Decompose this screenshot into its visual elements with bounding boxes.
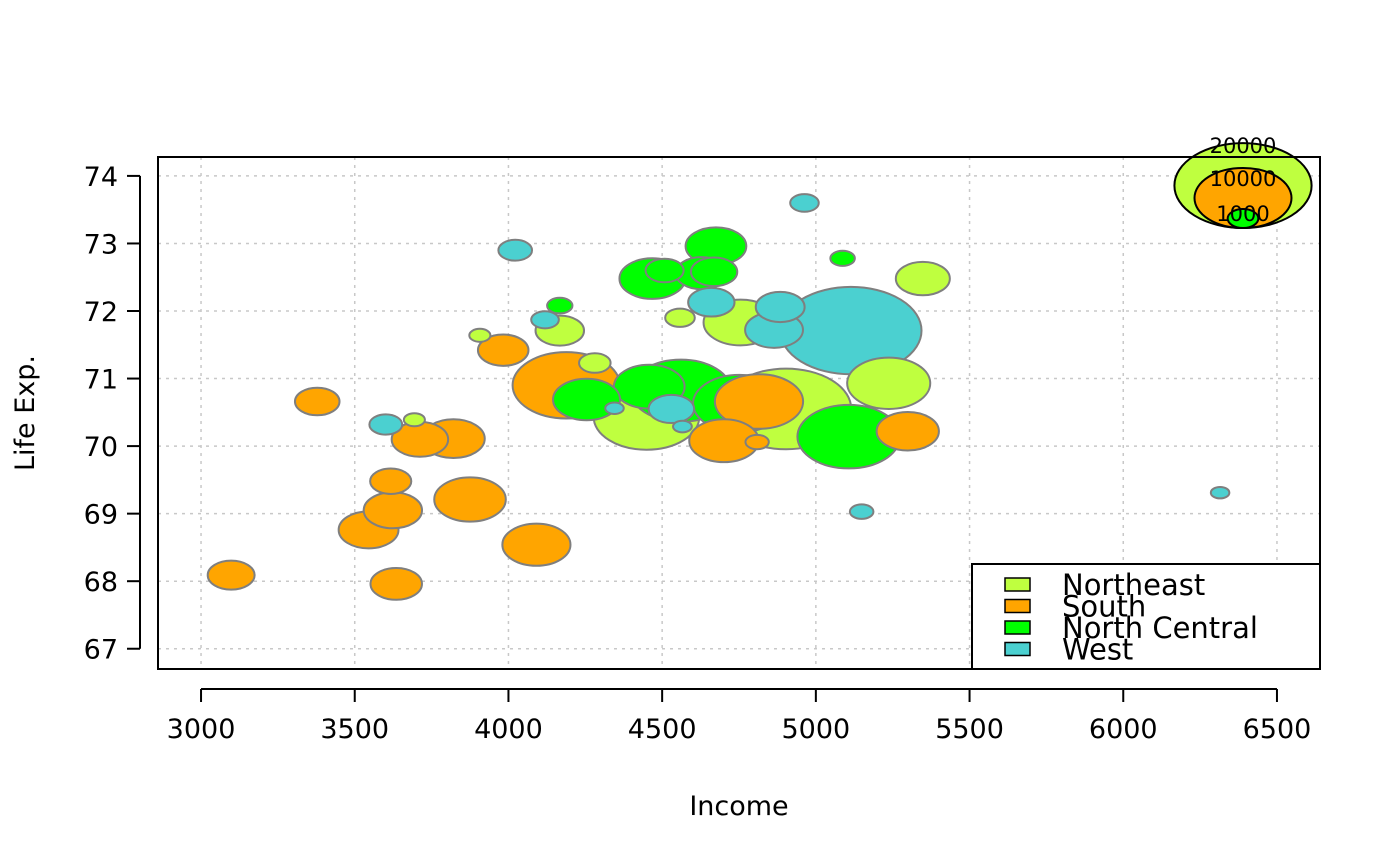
bubble-south (713, 373, 805, 430)
bubble-north-central (552, 377, 622, 422)
size-key: 1000 10000 20000 (1173, 134, 1313, 230)
y-tick-label: 67 (84, 635, 118, 666)
x-tick-label: 6000 (1089, 714, 1158, 745)
legend-swatch (1004, 620, 1031, 635)
bubble-northeast (846, 356, 932, 410)
bubble-west (368, 413, 404, 436)
bubble-west (848, 503, 875, 520)
x-tick-label: 5000 (781, 714, 850, 745)
y-tick-label: 69 (84, 500, 118, 531)
bubble-south (433, 476, 507, 523)
y-axis-title: Life Exp. (10, 355, 41, 471)
bubble-west (754, 290, 806, 324)
y-tick-label: 70 (84, 432, 118, 463)
size-key-label: 1000 (1216, 202, 1269, 226)
legend-swatch (1004, 577, 1031, 592)
bubble-west (604, 401, 625, 416)
x-tick-label: 3500 (320, 714, 389, 745)
bubble-northeast (894, 260, 951, 297)
x-tick-label: 3000 (167, 714, 236, 745)
x-tick-label: 4000 (474, 714, 543, 745)
y-tick-label: 73 (84, 229, 118, 260)
x-tick-label: 5500 (935, 714, 1004, 745)
legend-swatch (1004, 641, 1031, 657)
bubble-west (497, 238, 534, 262)
bubble-west (687, 286, 736, 318)
bubble-south (875, 410, 940, 452)
legend-label: South (1062, 590, 1146, 624)
bubble-south (362, 491, 424, 530)
size-key-label: 20000 (1210, 134, 1277, 158)
x-axis-title: Income (689, 791, 788, 822)
bubble-northeast (664, 307, 696, 328)
bubble-south (369, 467, 413, 495)
bubble-west (672, 419, 693, 434)
bubble-west (647, 393, 696, 425)
bubble-northeast (578, 352, 612, 374)
bubble-south (476, 333, 530, 367)
bubble-south (369, 566, 423, 601)
x-tick-label: 6500 (1243, 714, 1312, 745)
bubble-south (501, 522, 572, 567)
bubble-south (293, 386, 341, 417)
bubble-north-central (689, 256, 739, 288)
bubble-south (744, 433, 770, 451)
bubble-north-central (829, 249, 856, 267)
y-tick-label: 68 (84, 567, 118, 598)
bubble-south (206, 559, 256, 591)
bubble-northeast (402, 412, 426, 428)
legend-label: West (1062, 633, 1133, 667)
bubble-northeast (468, 327, 492, 343)
legend-swatch (1004, 598, 1031, 614)
bubble-north-central (546, 296, 574, 315)
x-axis: 3000 3500 4000 4500 5000 5500 6000 6500 (167, 688, 1312, 745)
bubble-west (1209, 485, 1231, 500)
y-tick-label: 72 (84, 297, 118, 328)
legend-label: North Central (1062, 611, 1258, 645)
legend-label: Northeast (1062, 568, 1205, 602)
plot-frame (157, 156, 1321, 670)
bubbles-layer (206, 193, 1231, 601)
size-key-bubble (1226, 208, 1260, 230)
y-tick-label: 71 (84, 365, 118, 396)
bubble-west (530, 310, 560, 330)
bubble-west (789, 193, 820, 213)
y-tick-label: 74 (84, 162, 118, 193)
y-axis: 67 68 69 70 71 72 73 74 (84, 162, 141, 666)
size-key-label: 10000 (1210, 167, 1277, 191)
bubble-north-central (644, 257, 685, 284)
x-tick-label: 4500 (628, 714, 697, 745)
